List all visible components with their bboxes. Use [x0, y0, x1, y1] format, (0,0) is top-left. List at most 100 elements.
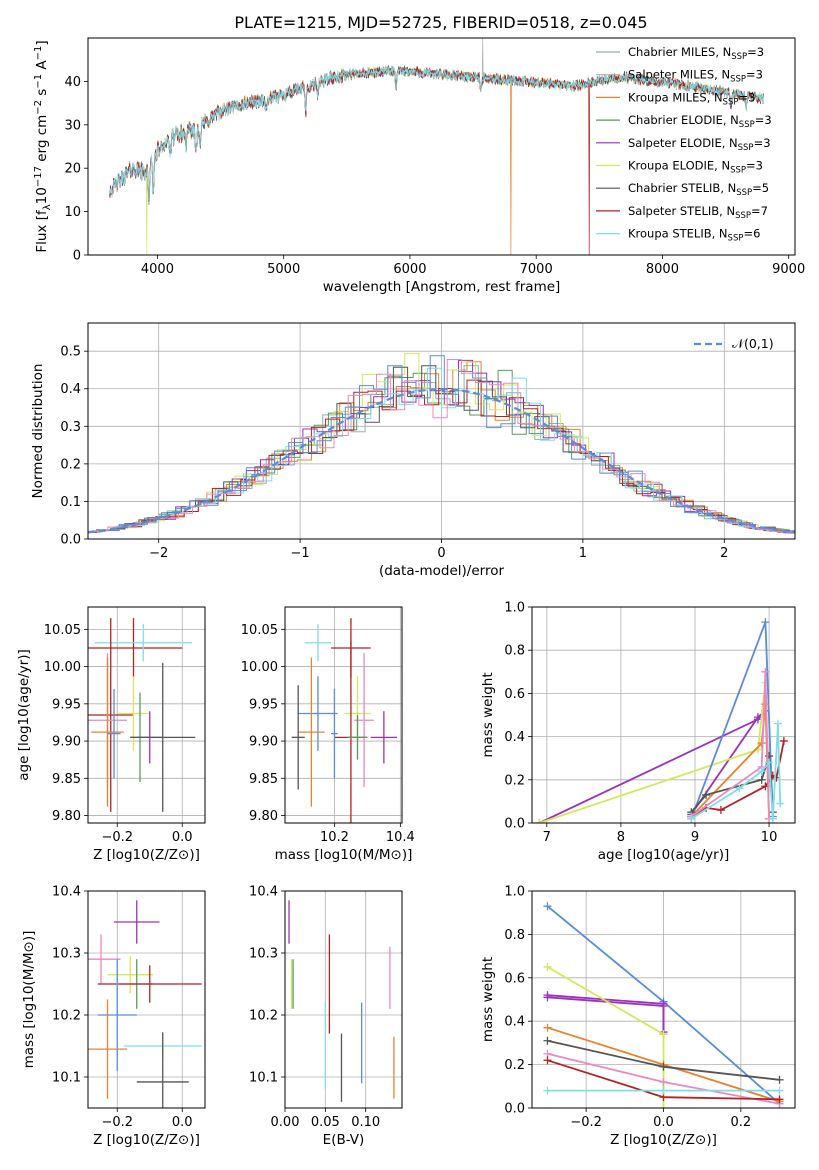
weight-marker [776, 799, 785, 808]
weight-marker [735, 784, 744, 793]
y-tick-label: 9.95 [249, 697, 278, 712]
legend-label: Kroupa MILES, NSSP=3 [628, 90, 755, 107]
y-tick-label: 10.2 [249, 1009, 278, 1024]
y-tick-label: 10 [64, 205, 81, 220]
x-tick-label: −1 [291, 546, 310, 561]
legend-label-sub: SSP [738, 143, 754, 153]
legend-label-name: Chabrier ELODIE, N [628, 113, 739, 127]
weight-marker [543, 902, 552, 911]
normal-curve [88, 387, 795, 534]
legend-label-value: =3 [747, 45, 764, 59]
weight_vs_Z-lines [543, 902, 784, 1108]
legend-label-sub: SSP [730, 166, 746, 176]
x-tick-label: 8000 [646, 262, 679, 277]
legend-label: Chabrier ELODIE, NSSP=3 [628, 113, 772, 130]
x-axis-label: mass [log10(M/M⊙)] [275, 847, 413, 863]
y-tick-label: 0.4 [60, 382, 81, 397]
weight-marker [543, 1086, 552, 1095]
y-tick-label: 10.00 [241, 660, 278, 675]
spectrum-lines [109, 38, 764, 255]
y-tick-label: 0.4 [504, 1015, 525, 1030]
x-tick-label: 9000 [772, 262, 805, 277]
weight-marker [753, 713, 762, 722]
y-tick-label: 40 [64, 75, 81, 90]
x-tick-label: 5000 [267, 262, 300, 277]
weight-marker [779, 736, 788, 745]
axes-residuals: −2 −1 0 1 2 0.0 0.1 0.2 0.3 0.4 0.5 (data-model)/er… [30, 323, 795, 579]
axes-weight_vs_Z: −0.2 0.0 0.2 0.0 0.2 0.4 0.6 0.8 1.0 Z [log10(Z/Z… [480, 885, 795, 1148]
weight-marker [757, 767, 766, 776]
weight-line [539, 710, 767, 823]
weight-marker [773, 719, 782, 728]
y-tick-label: 10.3 [249, 947, 278, 962]
legend-label-sub: SSP [739, 120, 755, 130]
y-tick-label: 0.2 [60, 457, 81, 472]
weight-line [539, 682, 767, 823]
weight-marker [775, 1086, 784, 1095]
age_vs_Z-points [88, 618, 196, 812]
weight-marker [543, 1023, 552, 1032]
axes-frame [87, 890, 206, 1109]
y-axis-label-part: Flux [f [34, 209, 50, 253]
legend-label-sub: SSP [731, 52, 747, 62]
y-axis-label-part: A [34, 60, 50, 74]
weight-marker [543, 993, 552, 1002]
y-tick-label: 9.90 [52, 735, 81, 750]
y-axis-label-part: −1 [33, 46, 44, 61]
x-tick-label: −0.2 [101, 830, 133, 845]
x-tick-label: −0.2 [101, 1115, 133, 1130]
y-tick-label: 9.80 [249, 809, 278, 824]
legend-label-value: =3 [738, 90, 755, 104]
x-tick-label: 0.10 [351, 1115, 380, 1130]
weight-marker [775, 1075, 784, 1084]
legend-label-name: Salpeter ELODIE, N [628, 136, 738, 150]
y-tick-label: 10.2 [52, 1009, 81, 1024]
weight-marker [543, 1036, 552, 1045]
legend-label-name: Salpeter MILES, N [628, 68, 730, 82]
legend-label-sub: SSP [728, 234, 744, 244]
y-tick-label: 10.1 [249, 1071, 278, 1086]
x-tick-label: 2 [720, 546, 728, 561]
legend-label-value: =5 [752, 181, 769, 195]
y-tick-label: 10.4 [249, 885, 278, 900]
x-tick-label: 0.05 [311, 1115, 340, 1130]
legend-label: 𝒩(0,1) [732, 336, 774, 351]
y-tick-label: 0.4 [504, 730, 525, 745]
y-tick-label: 0.0 [60, 533, 81, 548]
weight-marker [761, 618, 770, 627]
y-axis-label-part: ] [34, 40, 50, 45]
y-tick-label: 10.3 [52, 947, 81, 962]
legend-label-value: =3 [746, 159, 763, 173]
x-axis-label: (data-model)/error [379, 563, 505, 579]
axes-frame [284, 606, 403, 824]
y-tick-label: 0 [73, 249, 81, 264]
y-tick-label: 1.0 [504, 885, 525, 900]
legend-label: Kroupa ELODIE, NSSP=3 [628, 159, 763, 176]
legend-label-sub: SSP [730, 75, 746, 85]
weight-marker [757, 775, 766, 784]
y-tick-label: 0.6 [504, 971, 525, 986]
y-tick-label: 0.2 [504, 1058, 525, 1073]
y-tick-label: 9.80 [52, 809, 81, 824]
y-axis-label-part: λ [42, 204, 53, 210]
x-tick-label: 0.0 [172, 830, 193, 845]
x-tick-label: −0.2 [570, 1115, 602, 1130]
weight-marker [659, 1062, 668, 1071]
y-axis-label-part: s [34, 89, 50, 100]
axes-age_vs_mass: 10.2 10.4 9.80 9.85 9.90 9.95 10.00 10.05 mass [… [241, 607, 415, 863]
axes-frame [87, 37, 796, 256]
x-axis-label: Z [log10(Z/Z⊙)] [93, 1132, 200, 1148]
weight-marker [775, 1095, 784, 1104]
y-tick-label: 10.05 [241, 623, 278, 638]
axes-frame [531, 890, 796, 1109]
legend-label-name: Kroupa MILES, N [628, 90, 723, 104]
x-axis-label: E(B-V) [323, 1132, 365, 1148]
y-tick-label: 30 [64, 118, 81, 133]
residual-histogram [90, 355, 795, 532]
y-axis-label: mass weight [480, 957, 496, 1042]
legend-label: Salpeter STELIB, NSSP=7 [628, 204, 768, 221]
axes-frame [284, 890, 403, 1109]
weight-marker [702, 790, 711, 799]
y-axis-label-part: 10 [34, 187, 50, 204]
